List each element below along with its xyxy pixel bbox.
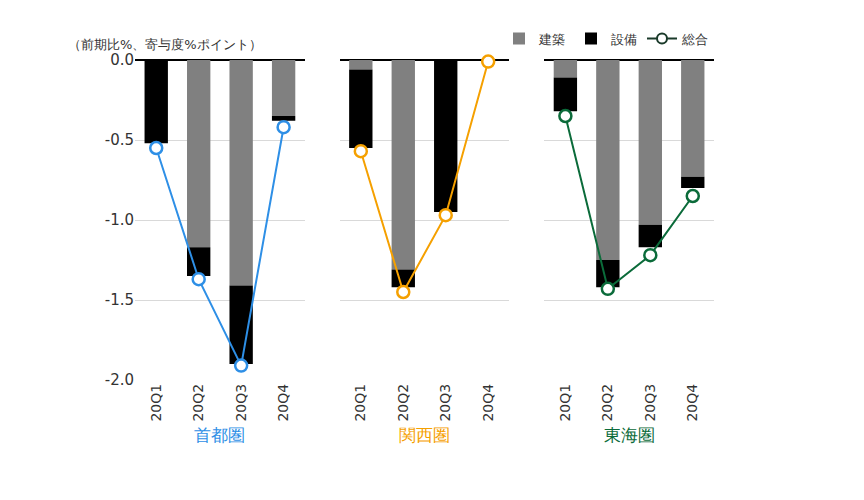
svg-text:20Q3: 20Q3	[642, 384, 658, 422]
svg-text:-0.5: -0.5	[105, 131, 134, 149]
svg-text:20Q4: 20Q4	[480, 384, 496, 422]
svg-text:設備: 設備	[611, 32, 637, 47]
svg-text:総合: 総合	[681, 32, 708, 47]
svg-text:20Q1: 20Q1	[352, 384, 368, 422]
svg-text:20Q4: 20Q4	[275, 384, 291, 422]
svg-text:関西圏: 関西圏	[399, 425, 450, 445]
svg-text:建築: 建築	[538, 32, 565, 47]
svg-text:東海圏: 東海圏	[604, 425, 655, 445]
svg-text:-1.0: -1.0	[105, 211, 134, 229]
svg-text:20Q4: 20Q4	[684, 384, 700, 422]
svg-text:20Q2: 20Q2	[190, 384, 206, 422]
svg-text:20Q2: 20Q2	[395, 384, 411, 422]
svg-text:（前期比%、寄与度%ポイント）: （前期比%、寄与度%ポイント）	[68, 37, 262, 52]
svg-text:20Q1: 20Q1	[148, 384, 164, 422]
svg-text:-1.5: -1.5	[105, 291, 134, 309]
svg-text:20Q3: 20Q3	[233, 384, 249, 422]
svg-text:0.0: 0.0	[110, 51, 134, 69]
svg-text:20Q1: 20Q1	[557, 384, 573, 422]
svg-text:20Q2: 20Q2	[599, 384, 615, 422]
svg-text:首都圏: 首都圏	[194, 425, 245, 445]
svg-text:20Q3: 20Q3	[437, 384, 453, 422]
svg-text:-2.0: -2.0	[105, 371, 134, 389]
